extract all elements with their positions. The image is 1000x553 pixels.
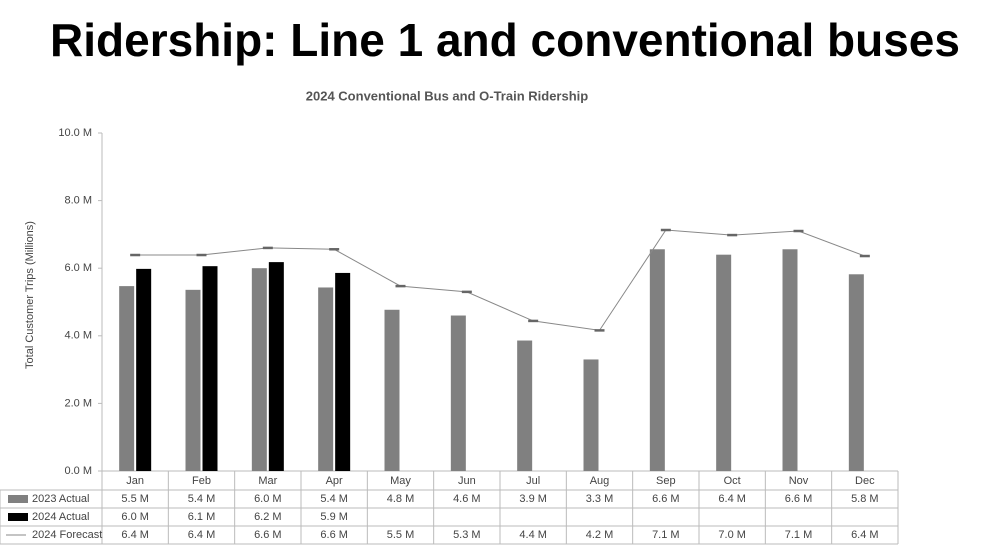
table-cell: 7.1 M — [652, 529, 680, 541]
table-cell: 6.6 M — [652, 493, 680, 505]
legend-swatch — [8, 495, 28, 503]
bar — [782, 249, 798, 471]
x-tick-label: Dec — [855, 475, 875, 487]
table-cell: 7.1 M — [785, 529, 813, 541]
y-tick-label: 10.0 M — [58, 127, 92, 139]
table-cell: 6.4 M — [121, 529, 149, 541]
bar — [583, 359, 599, 471]
chart-title: 2024 Conventional Bus and O-Train Riders… — [306, 88, 589, 103]
bar — [716, 254, 732, 471]
bar — [136, 268, 152, 471]
table-cell: 6.4 M — [851, 529, 879, 541]
x-tick-label: Oct — [724, 475, 741, 487]
table-cell: 4.2 M — [586, 529, 614, 541]
table-cell: 6.4 M — [718, 493, 746, 505]
table-cell: 3.3 M — [586, 493, 614, 505]
bar — [384, 309, 400, 471]
y-tick-label: 2.0 M — [64, 397, 92, 409]
table-cell: 5.3 M — [453, 529, 481, 541]
y-tick-label: 8.0 M — [64, 195, 92, 207]
bar — [251, 268, 267, 471]
bar — [202, 266, 218, 471]
table-cell: 6.6 M — [320, 529, 348, 541]
slide-title: Ridership: Line 1 and conventional buses — [50, 14, 960, 66]
table-cell: 5.8 M — [851, 493, 879, 505]
x-tick-label: Jul — [526, 475, 540, 487]
x-tick-label: Nov — [789, 475, 809, 487]
legend-label: 2023 Actual — [32, 493, 90, 505]
bar — [335, 272, 351, 471]
x-tick-label: Feb — [192, 475, 211, 487]
y-tick-label: 4.0 M — [64, 330, 92, 342]
forecast-line — [135, 229, 866, 331]
table-cell: 4.8 M — [387, 493, 415, 505]
table-cell: 4.4 M — [519, 529, 547, 541]
bar — [848, 274, 864, 471]
legend-label: 2024 Forecast — [32, 529, 102, 541]
bar — [517, 340, 533, 471]
x-tick-label: May — [390, 475, 411, 487]
bar — [450, 315, 466, 471]
bar — [649, 249, 665, 471]
x-tick-label: Mar — [258, 475, 277, 487]
table-cell: 6.6 M — [785, 493, 813, 505]
table-cell: 4.6 M — [453, 493, 481, 505]
y-axis-label: Total Customer Trips (Millions) — [24, 221, 36, 369]
x-tick-label: Aug — [590, 475, 610, 487]
table-cell: 6.4 M — [188, 529, 216, 541]
table-cell: 5.9 M — [320, 511, 348, 523]
table-cell: 6.6 M — [254, 529, 282, 541]
bar — [185, 289, 201, 471]
x-tick-label: Sep — [656, 475, 676, 487]
table-cell: 5.4 M — [188, 493, 216, 505]
y-tick-label: 0.0 M — [64, 465, 92, 477]
bar — [119, 286, 135, 471]
table-cell: 6.1 M — [188, 511, 216, 523]
bar — [318, 287, 334, 471]
legend-swatch — [8, 513, 28, 521]
x-tick-label: Jun — [458, 475, 476, 487]
table-cell: 7.0 M — [718, 529, 746, 541]
bar — [268, 262, 284, 471]
y-tick-label: 6.0 M — [64, 262, 92, 274]
x-tick-label: Apr — [326, 475, 343, 487]
table-cell: 6.0 M — [121, 511, 149, 523]
table-cell: 6.2 M — [254, 511, 282, 523]
legend-label: 2024 Actual — [32, 511, 90, 523]
table-cell: 5.5 M — [387, 529, 415, 541]
table-cell: 5.5 M — [121, 493, 149, 505]
table-cell: 5.4 M — [320, 493, 348, 505]
table-cell: 3.9 M — [519, 493, 547, 505]
table-cell: 6.0 M — [254, 493, 282, 505]
x-tick-label: Jan — [126, 475, 144, 487]
